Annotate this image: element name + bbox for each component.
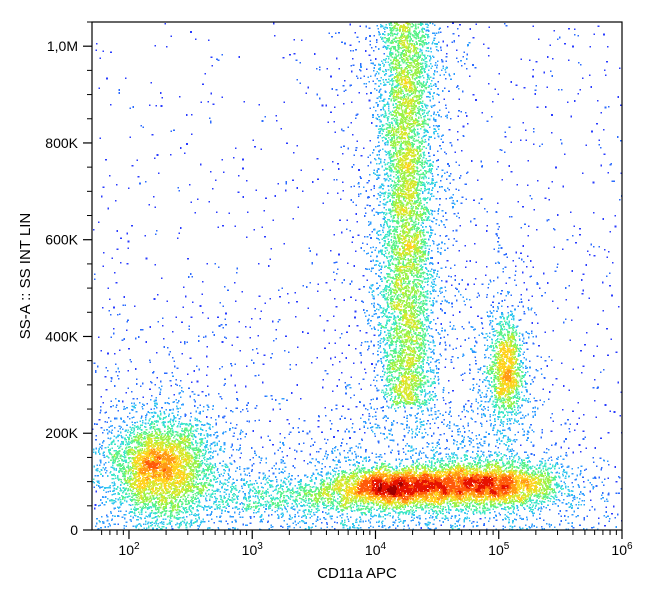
flow-cytometry-scatter: 102103104105106CD11a APC0200K400K600K800… (0, 0, 650, 613)
y-tick-label: 1,0M (47, 38, 78, 54)
y-axis-label: SS-A :: SS INT LIN (17, 213, 34, 339)
y-tick-label: 600K (45, 232, 78, 248)
chart-bg (0, 0, 650, 613)
x-axis-label: CD11a APC (317, 565, 397, 582)
y-tick-label: 800K (45, 135, 78, 151)
y-tick-label: 200K (45, 425, 78, 441)
y-tick-label: 400K (45, 328, 78, 344)
y-tick-label: 0 (70, 522, 78, 538)
chart-svg: 102103104105106CD11a APC0200K400K600K800… (0, 0, 650, 613)
